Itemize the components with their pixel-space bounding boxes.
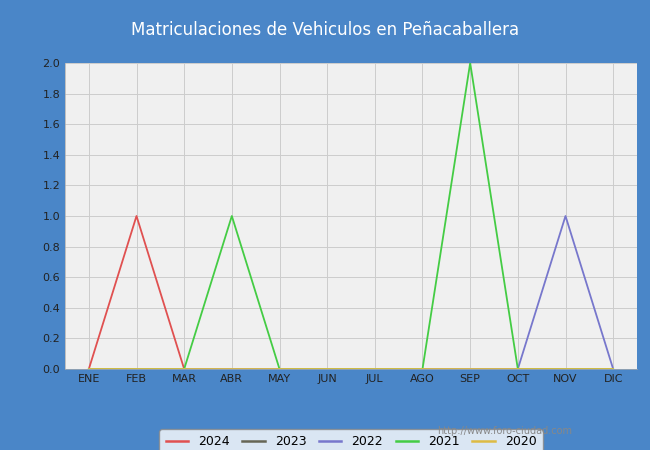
Text: Matriculaciones de Vehiculos en Peñacaballera: Matriculaciones de Vehiculos en Peñacaba… xyxy=(131,21,519,39)
Legend: 2024, 2023, 2022, 2021, 2020: 2024, 2023, 2022, 2021, 2020 xyxy=(159,429,543,450)
Text: http://www.foro-ciudad.com: http://www.foro-ciudad.com xyxy=(437,427,572,436)
